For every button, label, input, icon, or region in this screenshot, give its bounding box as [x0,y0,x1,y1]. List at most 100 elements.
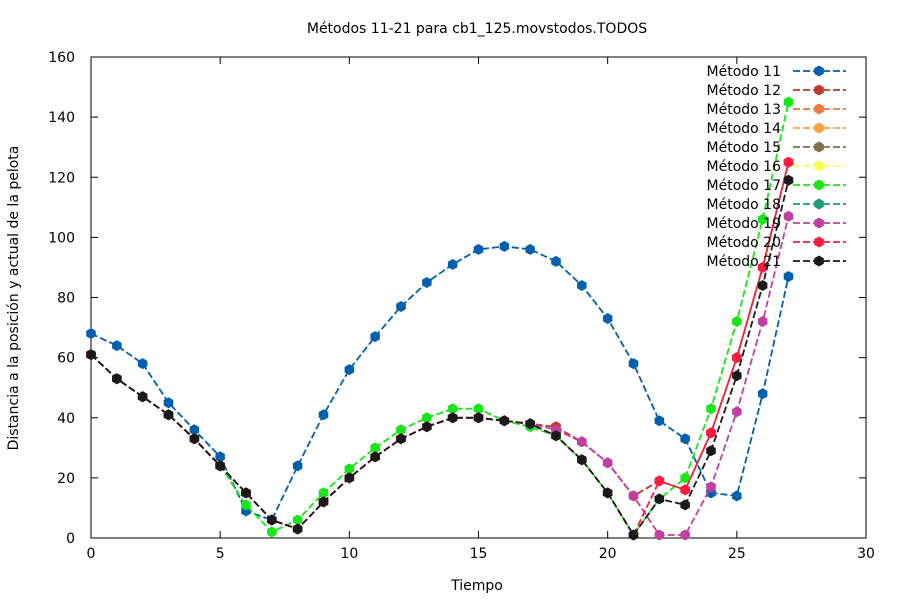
data-point [732,316,742,327]
data-point [112,373,122,385]
y-tick-label: 100 [48,230,75,246]
data-point [344,364,355,376]
data-point [241,499,251,511]
data-point [706,403,716,415]
data-point [292,514,303,526]
data-point [577,280,587,291]
data-point [473,403,484,415]
x-axis-label: Tiempo [450,578,503,594]
data-point [577,454,587,466]
data-point [189,424,200,436]
legend-swatch-marker [814,179,824,191]
data-point [654,493,665,505]
y-tick-label: 80 [57,291,75,307]
data-point [292,523,303,535]
chart-title: Métodos 11-21 para cb1_125.movstodos.TOD… [307,21,647,37]
data-point [447,403,458,415]
data-point [783,271,794,282]
data-point [86,328,96,340]
data-point [473,243,484,255]
series-20 [86,156,794,541]
data-point [525,243,535,255]
legend-swatch-marker [814,84,824,96]
legend-label: Método 17 [707,178,781,194]
data-point [241,487,251,499]
legend-label: Método 12 [707,83,781,99]
data-point [680,484,690,496]
x-tick-label: 20 [599,546,617,562]
data-point [602,313,613,324]
data-point [163,409,174,421]
data-point [370,442,380,454]
series-line [90,180,790,537]
data-point [499,240,510,252]
series-21 [86,174,794,541]
data-point [680,499,690,511]
series-17 [86,96,794,541]
y-tick-label: 120 [48,170,75,186]
legend-label: Método 16 [707,159,782,175]
legend-label: Método 15 [707,140,781,156]
y-tick-label: 40 [57,411,75,427]
series-line [90,245,790,522]
legend-label: Método 19 [707,216,781,232]
data-point [757,213,768,225]
y-tick-label: 60 [57,351,75,367]
data-point [680,472,690,484]
data-point [551,255,561,267]
data-point [396,424,406,436]
legend-swatch-marker [814,141,824,153]
data-point [783,210,794,222]
legend-swatch-marker [814,122,824,134]
x-tick-label: 5 [216,546,225,562]
data-point [732,490,742,502]
data-point [654,475,665,487]
legend-label: Método 14 [707,121,782,137]
data-point [732,352,742,364]
data-point [577,436,587,448]
data-point [628,490,639,502]
data-point [189,433,200,445]
data-point [318,496,329,508]
data-point [318,409,329,421]
data-point [551,430,561,442]
y-tick-label: 20 [57,471,75,487]
legend-swatch-marker [814,255,824,267]
legend-swatch-marker [814,160,824,172]
series-11 [86,240,794,526]
legend-swatch-marker [814,217,824,229]
data-point [370,331,380,343]
y-axis-label: Distancia a la posición y actual de la p… [6,146,22,451]
data-point [447,412,458,424]
data-point [783,174,794,186]
data-point [422,277,432,288]
legend-label: Método 18 [707,197,781,213]
y-tick-label: 0 [66,531,75,547]
series-line [90,101,790,537]
data-point [447,258,458,270]
data-point [732,406,742,418]
data-point [422,412,432,424]
x-tick-label: 10 [340,546,358,562]
data-point [370,451,380,463]
data-point [396,433,406,445]
legend-label: Método 20 [707,235,781,251]
legend-label: Método 13 [707,102,781,118]
legend-swatch-marker [814,198,824,210]
data-point [783,156,794,168]
data-point [86,349,96,361]
data-point [757,388,768,400]
data-point [757,261,768,273]
data-point [732,370,742,382]
data-point [706,427,716,439]
x-tick-label: 30 [857,546,875,562]
data-point [396,301,406,312]
data-point [525,418,535,430]
data-point [757,316,768,327]
data-point [757,280,768,291]
data-point [344,472,355,484]
legend-swatch-marker [814,65,824,77]
data-point [706,445,716,457]
legend: Método 11 Método 12 Método 13 Método 14 Méto… [707,64,846,270]
